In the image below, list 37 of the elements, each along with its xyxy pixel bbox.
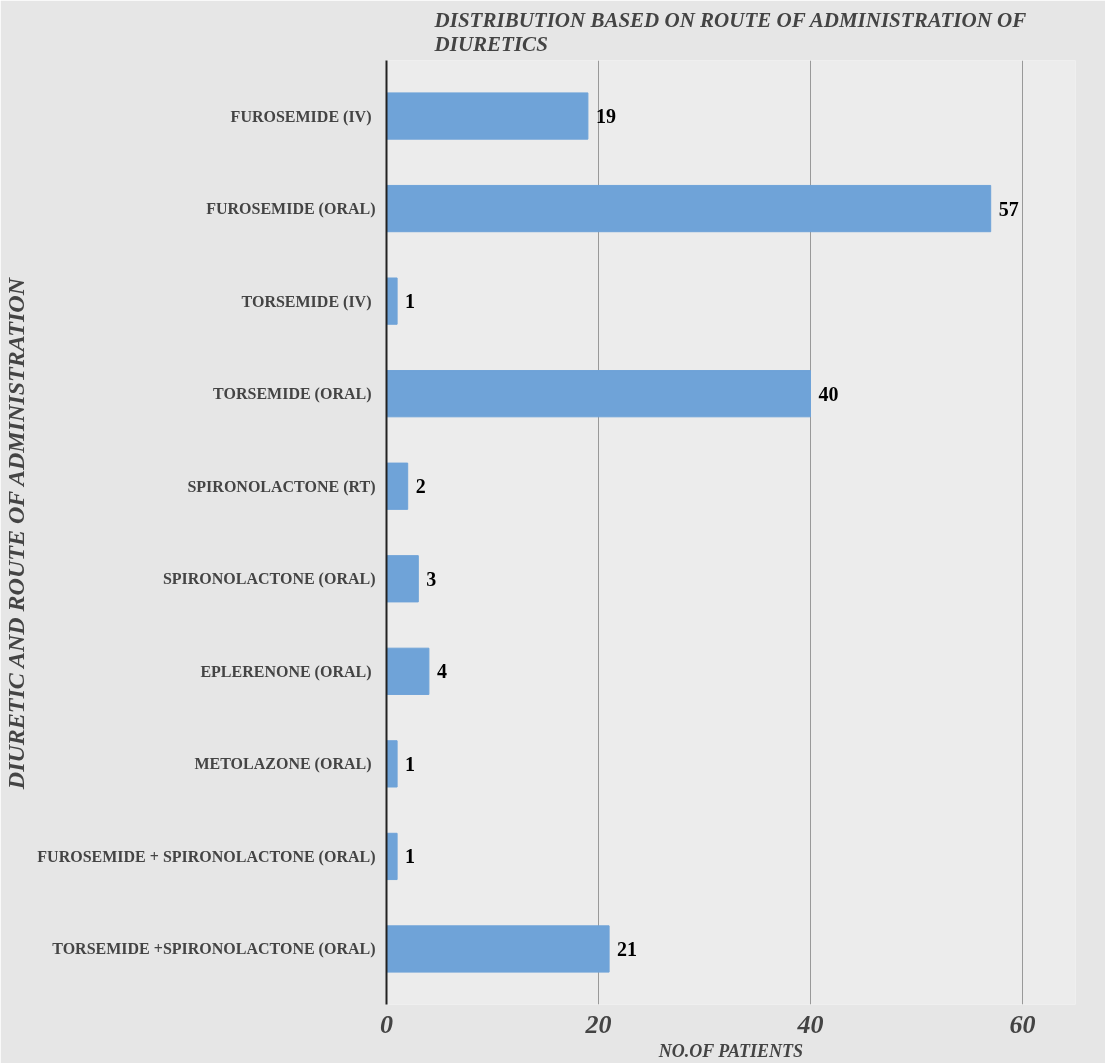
data-label: 19 <box>595 105 616 128</box>
bar <box>386 555 419 603</box>
y-tick-label: METOLAZONE (ORAL) <box>194 755 372 774</box>
y-tick-label: FUROSEMIDE (IV) <box>230 107 372 126</box>
y-tick-label: FUROSEMIDE + SPIRONOLACTONE (ORAL) <box>37 847 376 866</box>
y-tick-label: TORSEMIDE +SPIRONOLACTONE (ORAL) <box>52 940 376 959</box>
x-tick-label: 20 <box>584 1009 612 1039</box>
x-axis-title: NO.OF PATIENTS <box>657 1040 804 1061</box>
y-tick-label: SPIRONOLACTONE (ORAL) <box>162 570 376 589</box>
bar <box>386 740 398 788</box>
y-tick-label: SPIRONOLACTONE (RT) <box>187 477 376 496</box>
y-axis-title: DIURETIC AND ROUTE OF ADMINISTRATION <box>3 276 30 791</box>
bar <box>386 832 398 881</box>
bar <box>386 462 409 510</box>
x-tick-label: 60 <box>1009 1009 1036 1039</box>
data-label: 3 <box>426 567 437 590</box>
bar <box>386 370 811 418</box>
data-label: 57 <box>998 197 1019 220</box>
bar <box>386 277 398 325</box>
y-tick-label: TORSEMIDE (ORAL) <box>213 385 372 404</box>
y-tick-label: TORSEMIDE (IV) <box>241 292 372 311</box>
y-tick-label: EPLERENONE (ORAL) <box>200 662 372 681</box>
bar <box>386 647 430 695</box>
y-tick-label: FUROSEMIDE (ORAL) <box>206 200 376 219</box>
data-label: 2 <box>415 475 426 498</box>
data-label: 40 <box>818 382 839 405</box>
data-label: 1 <box>405 845 416 868</box>
data-label: 4 <box>436 660 447 683</box>
chart-title: DISTRIBUTION BASED ON ROUTE OF ADMINISTRATION OF DIURETICS <box>433 7 1027 56</box>
x-tick-label: 0 <box>380 1009 393 1039</box>
data-label: 1 <box>405 290 416 313</box>
data-label: 21 <box>617 937 638 960</box>
bar <box>386 925 610 973</box>
bar <box>386 184 992 233</box>
bar <box>386 92 589 140</box>
data-label: 1 <box>405 752 416 775</box>
x-tick-label: 40 <box>796 1009 824 1039</box>
